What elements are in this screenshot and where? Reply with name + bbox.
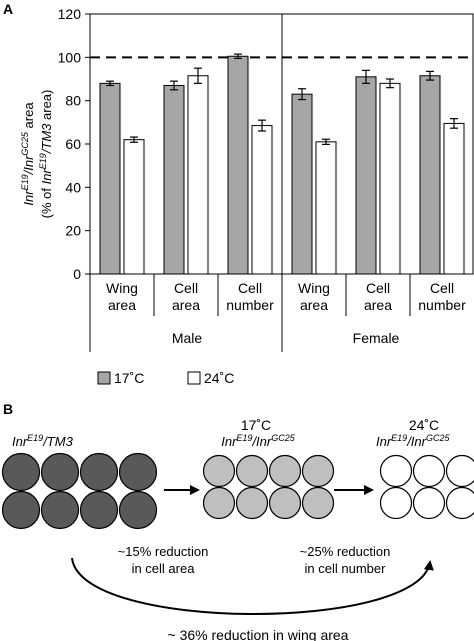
- arrow-curved-bottom: [71, 557, 434, 615]
- bar-24c: [123, 139, 145, 275]
- sex-label-female: Female: [353, 330, 400, 346]
- y-title-mid: /Inr: [21, 155, 36, 175]
- y-title-sup2: GC25: [20, 131, 30, 156]
- note1-line2: in cell area: [132, 561, 196, 576]
- cell-diagram: [1, 452, 474, 530]
- y-tick-label: 40: [65, 179, 81, 195]
- y-tick-label: 20: [65, 223, 81, 239]
- category-label: Cell: [430, 280, 454, 296]
- y-sub-pre: (% of: [39, 184, 54, 218]
- bar-17c: [291, 93, 313, 275]
- cell-stage1: [40, 490, 80, 530]
- y-sub-end: area): [39, 90, 54, 124]
- stage2-genotype: InrE19/InrGC25: [221, 433, 295, 449]
- y-tick-label: 0: [73, 266, 81, 282]
- bar-17c: [227, 55, 249, 275]
- stage1-genotype: InrE19/TM3: [12, 433, 74, 449]
- category-label: area: [364, 297, 392, 313]
- bar-17c: [99, 82, 121, 275]
- panel-b-label: B: [3, 401, 13, 417]
- sex-label-male: Male: [172, 330, 203, 346]
- bar-24c: [251, 125, 273, 275]
- legend: 17˚C 24˚C: [97, 370, 234, 386]
- cell-stage3: [412, 486, 446, 520]
- svg-text:(% of InrE19/TM3 area): (% of InrE19/TM3 area): [38, 90, 54, 219]
- cell-stage1: [1, 490, 41, 530]
- y-title-sup1: E19: [20, 174, 30, 190]
- note1-line1: ~15% reduction: [118, 544, 209, 559]
- bar-24c: [315, 141, 337, 275]
- y-tick-label: 100: [58, 49, 82, 65]
- y-sub-tm3: /TM3: [39, 123, 54, 154]
- cell-stage2: [235, 454, 269, 488]
- stage3-genotype: InrE19/InrGC25: [376, 433, 450, 449]
- y-tick-label: 60: [65, 136, 81, 152]
- category-label: Cell: [366, 280, 390, 296]
- cell-stage3: [379, 454, 413, 488]
- cell-stage1: [79, 490, 119, 530]
- cell-stage1: [40, 452, 80, 492]
- bar-24c: [187, 75, 209, 275]
- chart-plot-area: 020406080100120WingareaCellareaCellnumbe…: [58, 6, 474, 352]
- legend-swatch-24c: [187, 371, 201, 385]
- category-label: area: [300, 297, 328, 313]
- cell-stage2: [202, 454, 236, 488]
- category-label: area: [172, 297, 200, 313]
- category-label: number: [226, 297, 274, 313]
- cell-stage3: [379, 486, 413, 520]
- cell-stage3: [445, 486, 474, 520]
- cell-stage2: [268, 454, 302, 488]
- cell-stage3: [412, 454, 446, 488]
- stage2-temp: 17˚C: [241, 417, 271, 433]
- category-label: Wing: [298, 280, 330, 296]
- cell-stage2: [301, 486, 335, 520]
- cell-stage2: [235, 486, 269, 520]
- cell-stage1: [118, 490, 158, 530]
- y-sub-inr: Inr: [39, 169, 54, 185]
- cell-stage2: [202, 486, 236, 520]
- panel-a-label: A: [3, 1, 13, 17]
- category-label: Cell: [174, 280, 198, 296]
- category-label: number: [418, 297, 466, 313]
- svg-text:InrE19/InrGC25 area: InrE19/InrGC25 area: [20, 102, 36, 206]
- bar-17c: [419, 75, 441, 275]
- bar-17c: [163, 85, 185, 275]
- bar-17c: [355, 76, 377, 275]
- cell-stage2: [268, 486, 302, 520]
- y-sub-sup: E19: [38, 153, 48, 169]
- cell-stage1: [118, 452, 158, 492]
- legend-label-17c: 17˚C: [114, 370, 144, 386]
- bottom-note: ~ 36% reduction in wing area: [168, 627, 349, 641]
- cell-stage1: [79, 452, 119, 492]
- y-axis-title: InrE19/InrGC25 area (% of InrE19/TM3 are…: [20, 90, 54, 219]
- y-title-end: area: [21, 102, 36, 132]
- stage3-temp: 24˚C: [409, 417, 439, 433]
- note2-line2: in cell number: [305, 561, 387, 576]
- bar-24c: [379, 82, 401, 275]
- note2-line1: ~25% reduction: [300, 544, 391, 559]
- legend-swatch-17c: [97, 371, 111, 385]
- legend-label-24c: 24˚C: [204, 370, 234, 386]
- category-label: Cell: [238, 280, 262, 296]
- category-label: area: [108, 297, 136, 313]
- category-label: Wing: [106, 280, 138, 296]
- cell-stage1: [1, 452, 41, 492]
- cell-stage3: [445, 454, 474, 488]
- y-title-inr: Inr: [21, 190, 36, 206]
- bar-24c: [443, 122, 465, 275]
- y-tick-label: 80: [65, 93, 81, 109]
- cell-stage2: [301, 454, 335, 488]
- y-tick-label: 120: [58, 6, 82, 22]
